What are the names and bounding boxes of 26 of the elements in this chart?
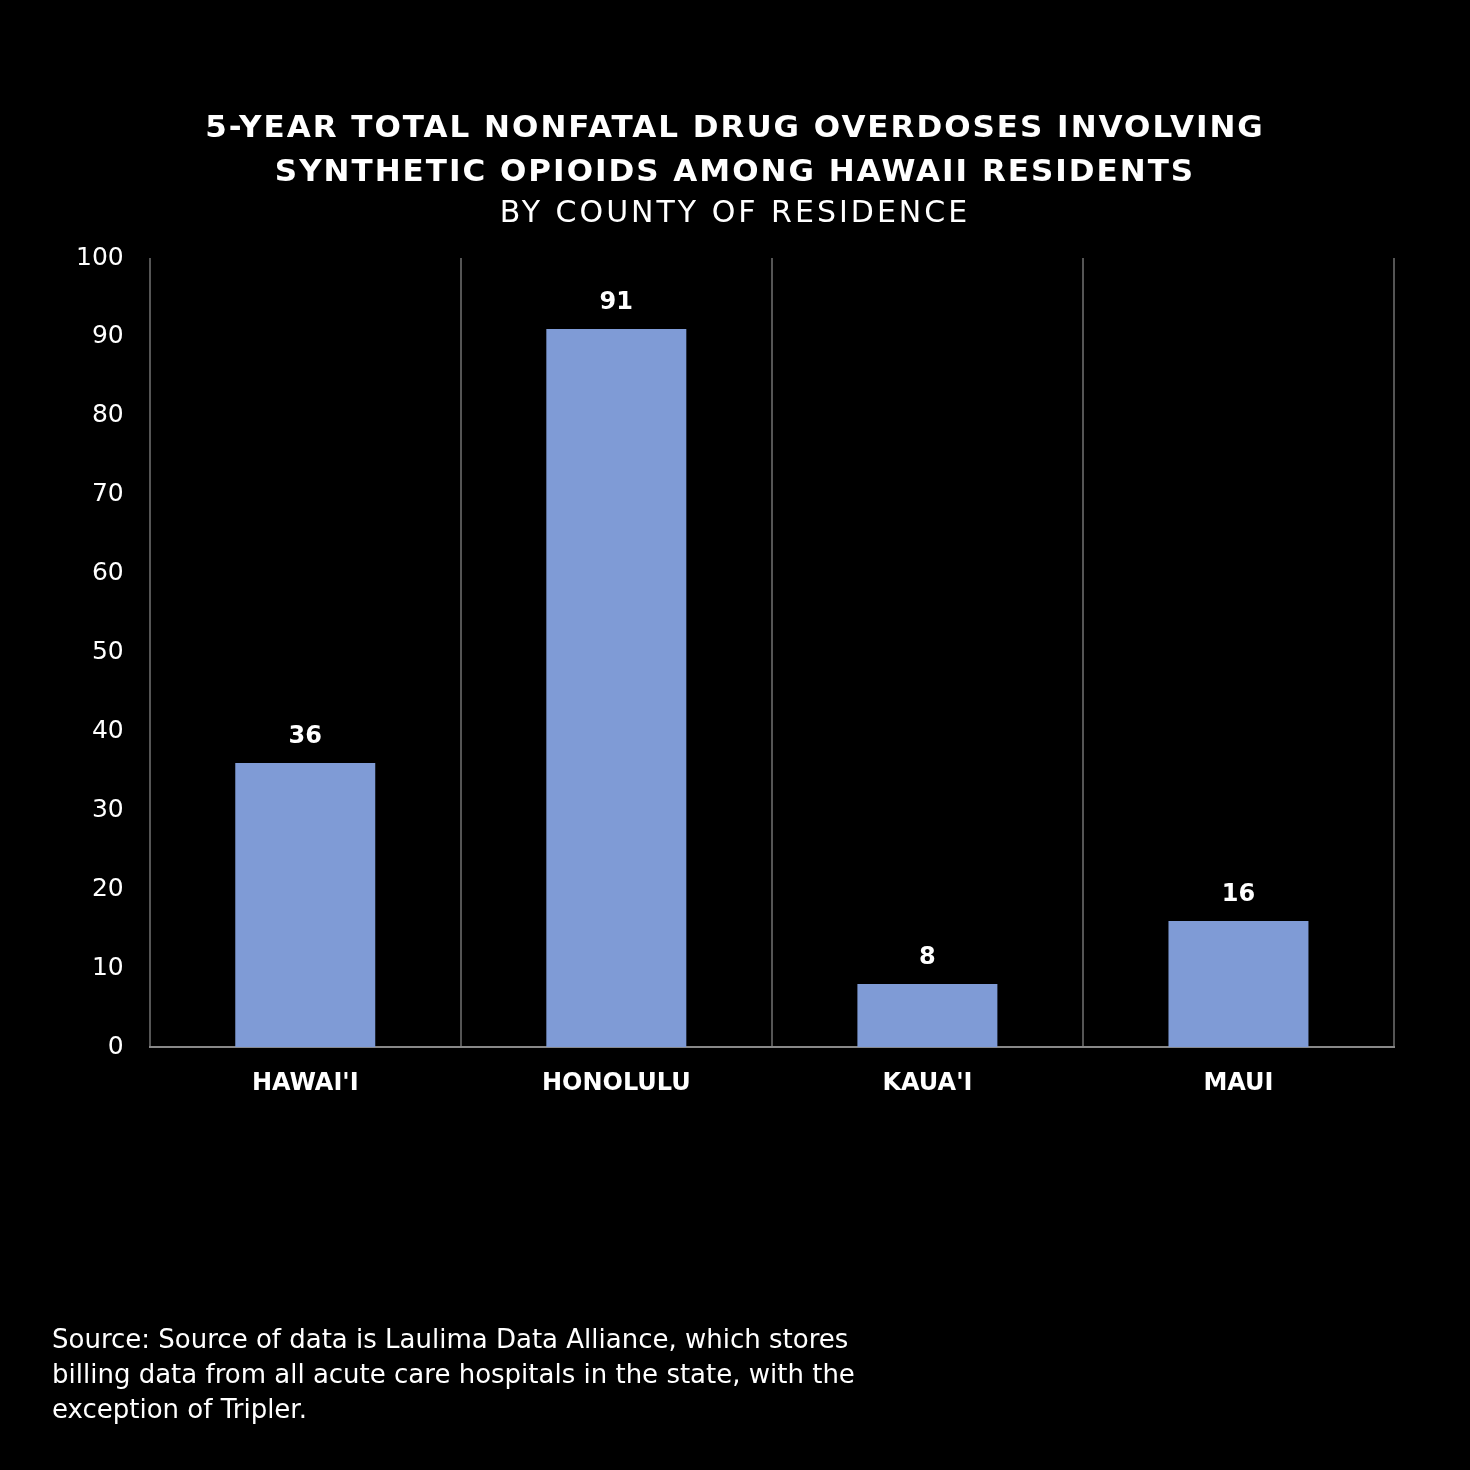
y-tick-label: 100 <box>76 241 124 271</box>
x-tick-label: MAUI <box>1203 1067 1274 1096</box>
bar <box>546 329 687 1048</box>
y-tick-label: 40 <box>91 715 124 745</box>
y-tick-label: 50 <box>91 636 124 666</box>
bar <box>1168 920 1309 1048</box>
y-tick-label: 70 <box>91 478 124 508</box>
data-label: 8 <box>919 942 936 971</box>
bar <box>235 763 376 1048</box>
x-tick-label: HONOLULU <box>541 1067 691 1096</box>
y-tick-label: 60 <box>91 557 124 587</box>
y-tick-label: 0 <box>107 1030 124 1060</box>
y-tick-label: 20 <box>91 872 124 902</box>
bar <box>857 984 998 1048</box>
data-label: 16 <box>1221 879 1256 908</box>
y-tick-label: 30 <box>91 793 124 823</box>
y-tick-label: 80 <box>91 399 124 429</box>
chart-subtitle: BY COUNTY OF RESIDENCE <box>498 194 972 229</box>
data-label: 36 <box>288 721 322 750</box>
data-label: 91 <box>599 287 634 316</box>
y-tick-label: 90 <box>91 320 124 350</box>
y-tick-label: 10 <box>91 951 124 981</box>
chart-title: 5-YEAR TOTAL NONFATAL DRUG OVERDOSES INVOLVING SYNTHETIC OPIOIDS AMONG HAWAII RESIDENTS <box>204 107 1266 190</box>
source-note: Source: Source of data is Laulima Data Alliance, which stores billing data from all acute care hospitals in the state, with the exception of Tripler. <box>52 1323 856 1426</box>
x-tick-label: KAUA'I <box>882 1067 973 1096</box>
x-tick-label: HAWAI'I <box>251 1067 359 1096</box>
